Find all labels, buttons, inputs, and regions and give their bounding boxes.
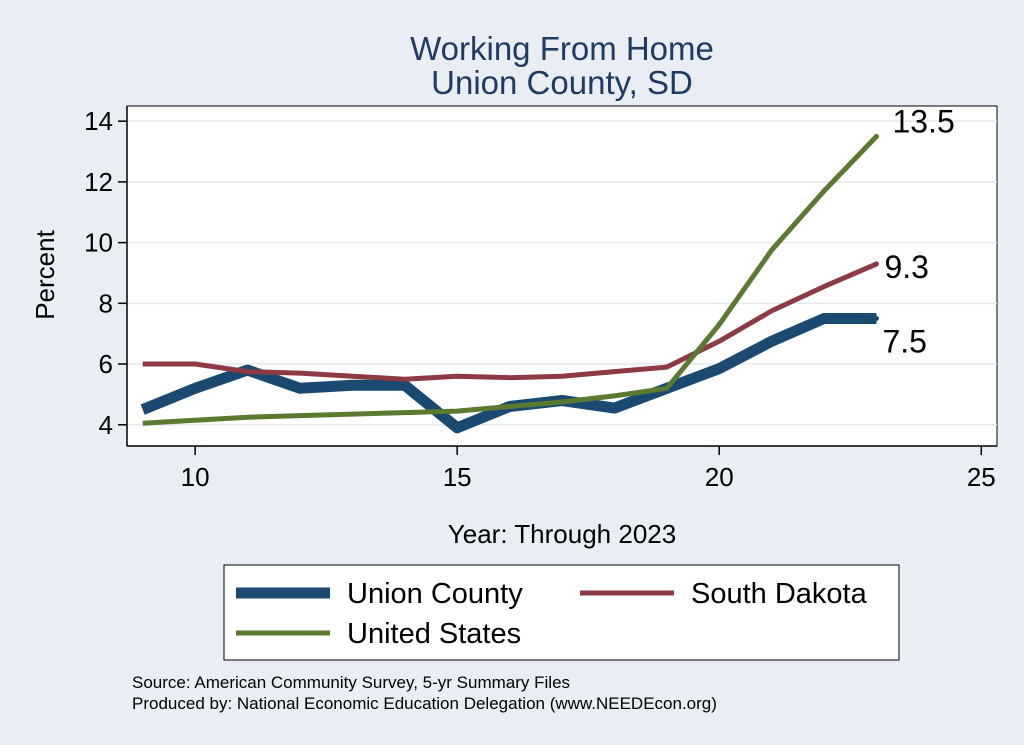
- legend: Union County South Dakota United States: [223, 564, 900, 661]
- end-labels: 7.5 9.3 13.5: [882, 103, 954, 359]
- x-tick-label: 15: [443, 462, 472, 492]
- legend-box: [223, 564, 900, 661]
- y-axis-title: Percent: [30, 229, 60, 319]
- gridlines: [127, 120, 997, 426]
- legend-label-union-county: Union County: [347, 578, 523, 610]
- series-end-marker-united-states: [873, 133, 879, 139]
- series-group: [140, 133, 879, 434]
- chart-subtitle: Union County, SD: [431, 64, 693, 101]
- chart-title: Working From Home: [410, 30, 714, 67]
- legend-label-south-dakota: South Dakota: [691, 578, 868, 610]
- x-tick-label: 25: [967, 462, 996, 492]
- y-tick-label: 14: [84, 106, 113, 136]
- end-label-united-states: 13.5: [892, 103, 954, 139]
- plot-area: [126, 105, 998, 447]
- axes: 4 6 8 10 12 14 10 15 20 25: [84, 106, 997, 492]
- produced-by-line: Produced by: National Economic Education…: [132, 694, 717, 713]
- series-end-marker-south-dakota: [873, 261, 879, 267]
- legend-label-united-states: United States: [347, 618, 521, 650]
- y-tick-label: 10: [84, 228, 113, 258]
- source-line: Source: American Community Survey, 5-yr …: [132, 673, 570, 692]
- x-tick-label: 20: [705, 462, 734, 492]
- series-line-united-states: [142, 134, 879, 426]
- series-end-marker-union-county: [873, 316, 879, 321]
- series-line-south-dakota: [142, 261, 878, 382]
- end-label-union-county: 7.5: [882, 324, 926, 360]
- x-tick-label: 10: [181, 462, 210, 492]
- end-label-south-dakota: 9.3: [884, 249, 928, 285]
- y-tick-label: 12: [84, 167, 113, 197]
- y-tick-label: 4: [99, 410, 113, 440]
- y-tick-label: 8: [99, 288, 113, 318]
- x-axis-title: Year: Through 2023: [448, 519, 676, 549]
- y-tick-label: 6: [99, 349, 113, 379]
